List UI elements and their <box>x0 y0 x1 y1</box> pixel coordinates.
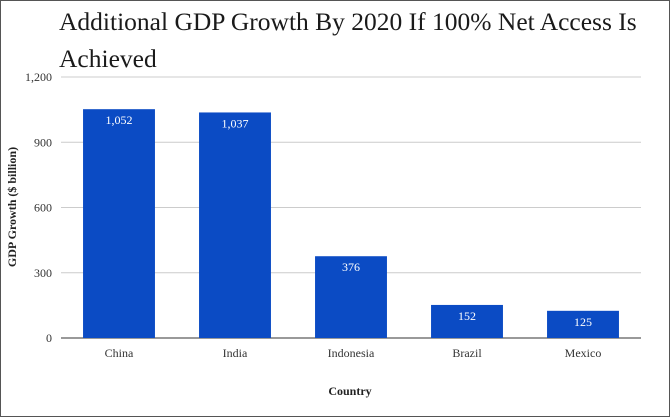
bar-china <box>83 109 155 338</box>
x-tick-label: China <box>105 346 134 360</box>
x-tick-label: Indonesia <box>328 346 375 360</box>
bar-data-labels: 1,052 1,037 376 152 125 <box>106 113 593 329</box>
y-tick-labels: 0 300 600 900 1,200 <box>25 70 52 345</box>
y-tick-label: 1,200 <box>25 70 52 84</box>
bar-mexico <box>547 310 619 338</box>
chart-title: Additional GDP Growth By 2020 If 100% Ne… <box>59 7 637 73</box>
y-tick-label: 300 <box>34 266 52 280</box>
bar-data-label: 1,052 <box>106 113 133 127</box>
x-tick-label: Brazil <box>452 346 482 360</box>
y-tick-label: 600 <box>34 201 52 215</box>
bar-data-label: 152 <box>458 309 476 323</box>
bar-indonesia <box>315 256 387 338</box>
bar-data-label: 376 <box>342 260 360 274</box>
y-tick-label: 900 <box>34 135 52 149</box>
bars <box>83 109 619 338</box>
bar-brazil <box>431 304 503 338</box>
bar-india <box>199 112 271 338</box>
x-axis-title: Country <box>328 384 371 398</box>
y-axis-title: GDP Growth ($ billion) <box>5 147 19 267</box>
y-tick-label: 0 <box>46 331 52 345</box>
x-tick-label: Mexico <box>565 346 602 360</box>
bar-data-label: 1,037 <box>222 116 249 130</box>
x-tick-labels: China India Indonesia Brazil Mexico <box>105 346 602 360</box>
x-tick-label: India <box>223 346 248 360</box>
bar-data-label: 125 <box>574 315 592 329</box>
